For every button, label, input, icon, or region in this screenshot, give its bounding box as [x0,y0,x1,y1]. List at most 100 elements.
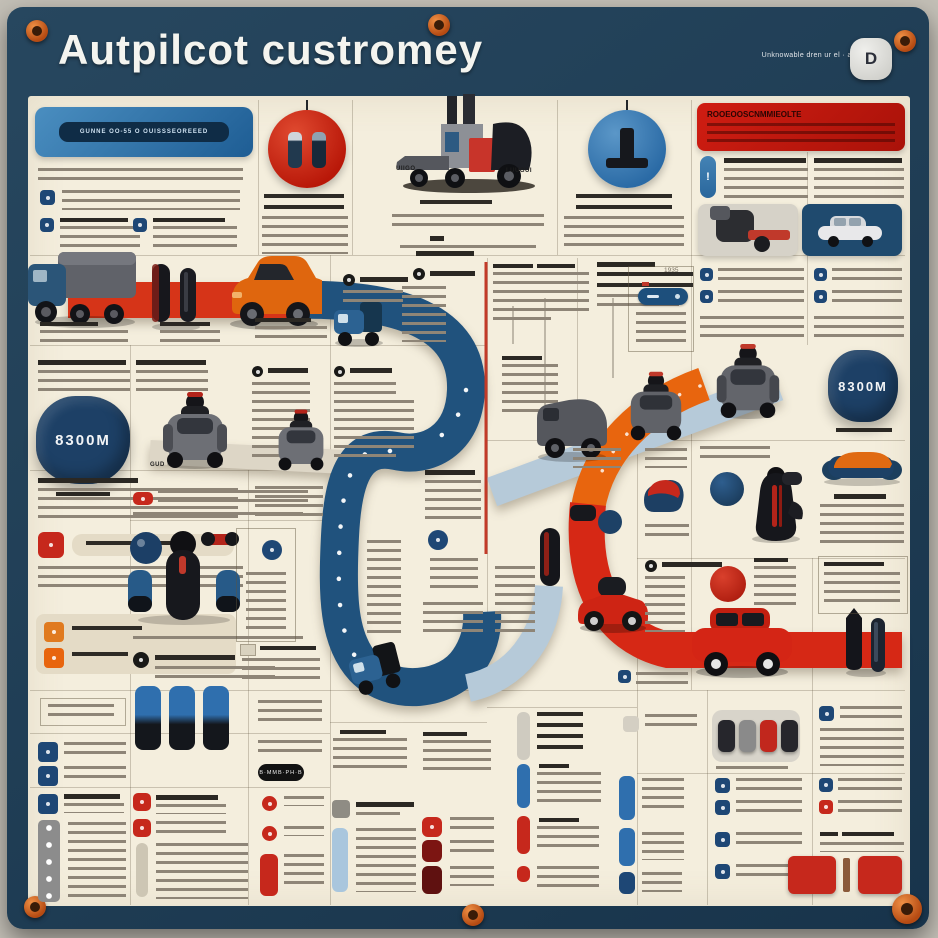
text-lines [133,636,303,641]
bullet-icon [700,290,713,303]
text-lines [700,446,770,462]
heading-bar [537,264,575,268]
blue-pill-bar [517,764,530,808]
text-lines [724,168,808,200]
blue-truck-icon [348,641,401,695]
section-banner-red: ROOEOOSCNMMIEOLTE [697,103,905,151]
distance-badge-right: 8300M [828,350,898,422]
bullet-icon [715,800,730,815]
text-lines [450,817,494,831]
text-lines [156,821,226,833]
avatar-badge-icon: D [850,38,892,80]
text-lines [642,872,682,892]
text-lines [754,566,796,610]
callout-box [40,698,126,726]
divider [707,690,708,905]
divider [487,440,905,441]
play-circle-icon [598,510,622,534]
red-sphere-icon [710,566,746,602]
text-lines [840,706,902,720]
text-lines [642,778,684,812]
photo-tile-roadblock [698,204,798,256]
text-lines [38,370,130,396]
heading-bar [255,318,311,322]
text-lines [423,602,483,638]
bullet-icon [715,832,730,847]
text-lines [72,652,128,660]
step-bullet-icon [334,366,345,377]
text-lines [258,700,322,722]
gray-pill-bar [517,712,530,760]
text-lines [356,812,400,820]
bullet-icon [819,778,833,792]
text-lines [400,245,536,249]
text-lines [636,312,686,346]
heading-bar [260,646,316,650]
heading-lines [264,194,344,210]
text-lines [64,766,126,780]
heading-lines [597,272,693,290]
text-lines [736,800,802,812]
numbered-bar [38,820,60,902]
poster-title: Autpilcot custromey [58,26,484,73]
text-lines [153,226,237,250]
red-square-icon [133,819,151,837]
text-lines [832,268,902,280]
road-label: GUD [150,462,165,468]
red-roadster-icon [578,577,648,633]
bullet-icon [814,290,827,303]
text-lines [136,370,208,396]
divider [557,100,558,255]
text-lines [38,168,243,182]
road-pins-icon [846,608,886,677]
gray-square-icon [623,716,639,732]
text-lines [718,290,804,302]
text-lines [736,778,802,790]
pod-icon [169,686,195,750]
heading-bar [350,368,392,373]
text-lines [642,832,684,860]
divider [130,520,330,521]
blue-pill-bar [619,776,635,820]
divider [577,258,578,440]
concept-car-icon [822,452,902,486]
keycap-icon [781,720,798,752]
heading-bar [425,470,475,475]
heading-bar [430,271,475,276]
text-lines [450,866,494,886]
text-lines [40,330,128,344]
text-lines [48,704,114,718]
truck-label-left: UIIGO [396,166,416,172]
divider [812,558,813,905]
bullet-icon [38,794,58,814]
text-lines [255,486,323,516]
red-tile [788,856,836,894]
step-bullet-icon [343,274,355,286]
heading-bar [40,322,98,326]
text-lines [645,576,685,632]
text-lines [378,400,414,452]
semi-truck-icon [28,252,136,328]
text-lines [537,826,599,850]
bullet-icon [38,742,58,762]
text-lines [64,742,126,756]
banner-red-title: ROOEOOSCNMMIEOLTE [707,110,802,119]
screw-icon [26,20,48,42]
text-lines [537,866,599,892]
genie-figure-icon [752,467,803,543]
bullet-icon [40,218,54,232]
heading-lines [420,200,492,210]
text-lines [367,540,401,636]
text-lines [160,330,220,342]
heading-bar [662,562,722,567]
red-square-icon [422,817,442,837]
red-square-icon [133,793,151,811]
divider [248,470,249,905]
bullet-icon [38,766,58,786]
heading-bar [754,558,788,562]
text-lines [284,854,324,888]
text-lines [156,804,226,814]
robocar-driver-icon [716,343,780,420]
text-lines [718,268,804,280]
